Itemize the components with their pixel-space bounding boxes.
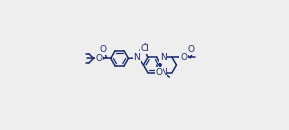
Text: N: N <box>134 53 140 62</box>
Text: O: O <box>188 45 195 54</box>
Text: O: O <box>180 53 187 62</box>
Text: O: O <box>155 68 162 77</box>
Text: N: N <box>160 53 166 62</box>
Text: N: N <box>160 68 166 77</box>
Text: O: O <box>99 46 106 54</box>
Text: O: O <box>96 54 103 63</box>
Text: Cl: Cl <box>141 44 150 53</box>
